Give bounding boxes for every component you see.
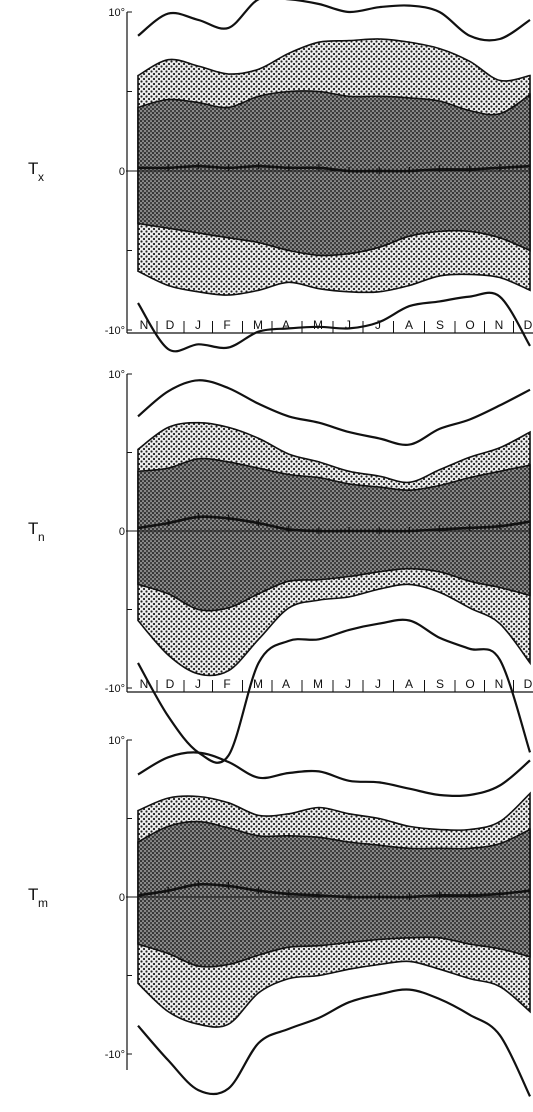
y-tick-label: 0 — [119, 526, 125, 538]
y-tick-label: 10° — [108, 369, 125, 381]
month-label: N — [495, 677, 504, 691]
month-label: D — [524, 677, 533, 691]
mean-curve — [137, 882, 531, 899]
panel-label: T — [28, 519, 38, 538]
panel-2: 10° 0 -10° T n N D J F M A M J J A S O N D — [28, 369, 533, 764]
month-label: J — [195, 318, 201, 332]
month-label: F — [223, 677, 230, 691]
max-curve — [137, 0, 531, 42]
panels-group: 10° 0 -10° T x N D J F M A M J J A S O N D 10° 0 -10° T n N D J F M A… — [28, 0, 533, 1097]
month-label: A — [282, 318, 290, 332]
y-tick-label: 0 — [119, 166, 125, 178]
mean-curve — [137, 515, 531, 533]
min-curve — [137, 291, 531, 353]
panel-label: T — [28, 159, 38, 178]
inner-band — [137, 457, 531, 612]
month-label: F — [223, 318, 230, 332]
month-label: M — [313, 677, 323, 691]
panel-label-sub: x — [38, 170, 44, 184]
month-label: D — [524, 318, 533, 332]
month-label: J — [195, 677, 201, 691]
month-label: M — [313, 318, 323, 332]
month-label: S — [436, 677, 444, 691]
inner-band — [137, 90, 531, 257]
inner-band — [137, 820, 531, 968]
panel-label-sub: n — [38, 530, 45, 544]
month-label: J — [375, 318, 381, 332]
month-label: N — [495, 318, 504, 332]
month-label: S — [436, 318, 444, 332]
y-tick-label: 0 — [119, 892, 125, 904]
month-label: O — [465, 318, 474, 332]
y-tick-label: -10° — [105, 1049, 125, 1061]
month-label: J — [345, 318, 351, 332]
panel-1: 10° 0 -10° T x N D J F M A M J J A S O N D — [28, 0, 533, 353]
month-label: N — [140, 318, 149, 332]
y-tick-label: 10° — [108, 7, 125, 19]
min-curve — [137, 618, 532, 764]
y-tick-label: -10° — [105, 325, 125, 337]
min-curve — [137, 988, 531, 1097]
month-label: J — [345, 677, 351, 691]
max-curve — [137, 751, 531, 798]
month-label: M — [253, 318, 263, 332]
panel-3: 10° 0 -10° T m — [28, 735, 531, 1097]
month-label: O — [465, 677, 474, 691]
month-label: N — [140, 677, 149, 691]
month-label: A — [282, 677, 290, 691]
month-label: D — [166, 318, 175, 332]
month-label: A — [405, 677, 413, 691]
panel-label: T — [28, 885, 38, 904]
mean-curve — [137, 164, 531, 173]
month-label: M — [253, 677, 263, 691]
month-label: J — [375, 677, 381, 691]
max-curve — [137, 379, 531, 446]
y-tick-label: -10° — [105, 683, 125, 695]
panel-label-sub: m — [38, 896, 48, 910]
month-label: D — [166, 677, 175, 691]
y-tick-label: 10° — [108, 735, 125, 747]
month-label: A — [405, 318, 413, 332]
